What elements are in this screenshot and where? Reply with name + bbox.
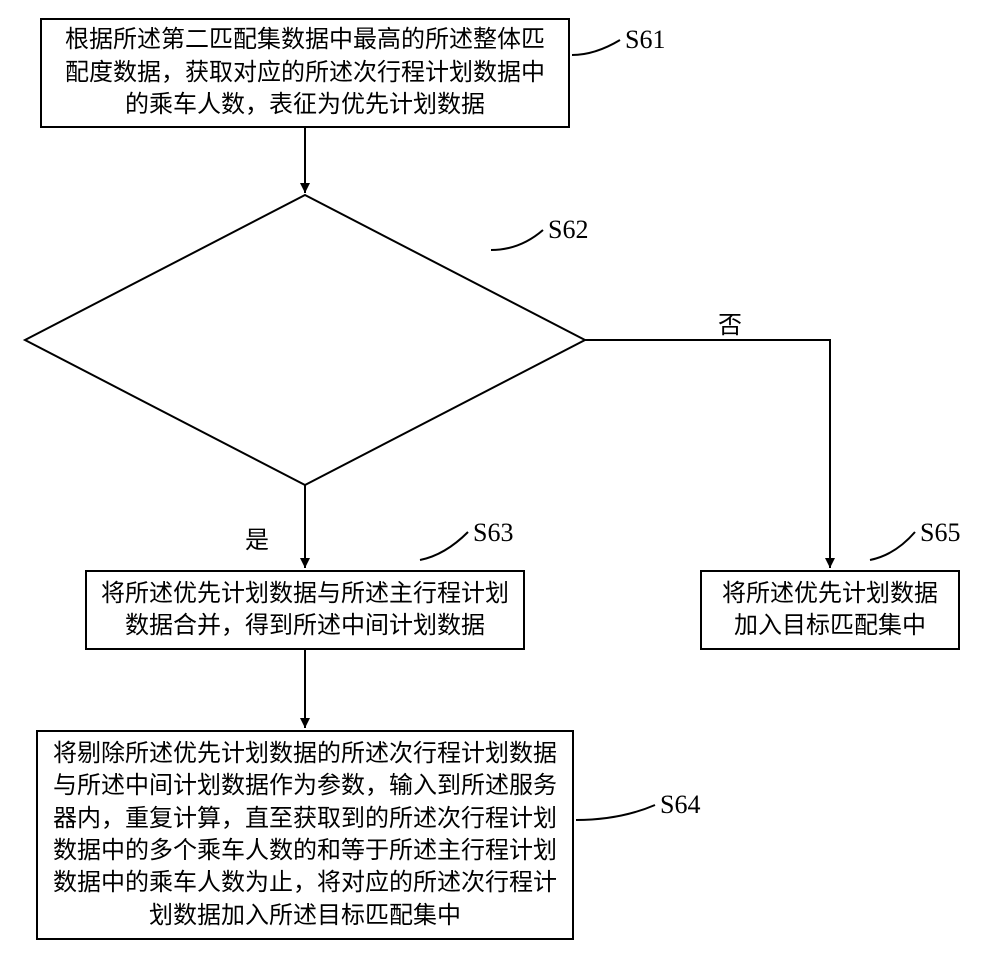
node-s65: 将所述优先计划数据加入目标匹配集中 bbox=[700, 570, 960, 650]
edge-label-yes: 是 bbox=[245, 520, 269, 555]
node-s65-text: 将所述优先计划数据加入目标匹配集中 bbox=[716, 578, 944, 643]
callout-s61 bbox=[572, 40, 620, 55]
node-s63: 将所述优先计划数据与所述主行程计划数据合并，得到所述中间计划数据 bbox=[85, 570, 525, 650]
node-s63-text: 将所述优先计划数据与所述主行程计划数据合并，得到所述中间计划数据 bbox=[101, 578, 509, 643]
label-s65: S65 bbox=[920, 518, 960, 548]
node-s62-text: 判断优先计划数据中的乘车人数是否小于主行程计划数据中的乘车人数 bbox=[105, 310, 505, 377]
label-s63: S63 bbox=[473, 518, 513, 548]
label-s62: S62 bbox=[548, 215, 588, 245]
label-s61: S61 bbox=[625, 25, 665, 55]
node-s64-text: 将剔除所述优先计划数据的所述次行程计划数据与所述中间计划数据作为参数，输入到所述… bbox=[52, 738, 558, 932]
node-s61: 根据所述第二匹配集数据中最高的所述整体匹配度数据，获取对应的所述次行程计划数据中… bbox=[40, 18, 570, 128]
callout-s62 bbox=[491, 230, 543, 250]
callout-s65 bbox=[870, 532, 915, 560]
label-s64: S64 bbox=[660, 790, 700, 820]
node-s64: 将剔除所述优先计划数据的所述次行程计划数据与所述中间计划数据作为参数，输入到所述… bbox=[36, 730, 574, 940]
edge-s62-s65 bbox=[585, 340, 830, 568]
edge-label-no: 否 bbox=[718, 305, 742, 340]
callout-s64 bbox=[576, 805, 655, 820]
callout-s63 bbox=[420, 532, 468, 560]
node-s61-text: 根据所述第二匹配集数据中最高的所述整体匹配度数据，获取对应的所述次行程计划数据中… bbox=[56, 24, 554, 121]
